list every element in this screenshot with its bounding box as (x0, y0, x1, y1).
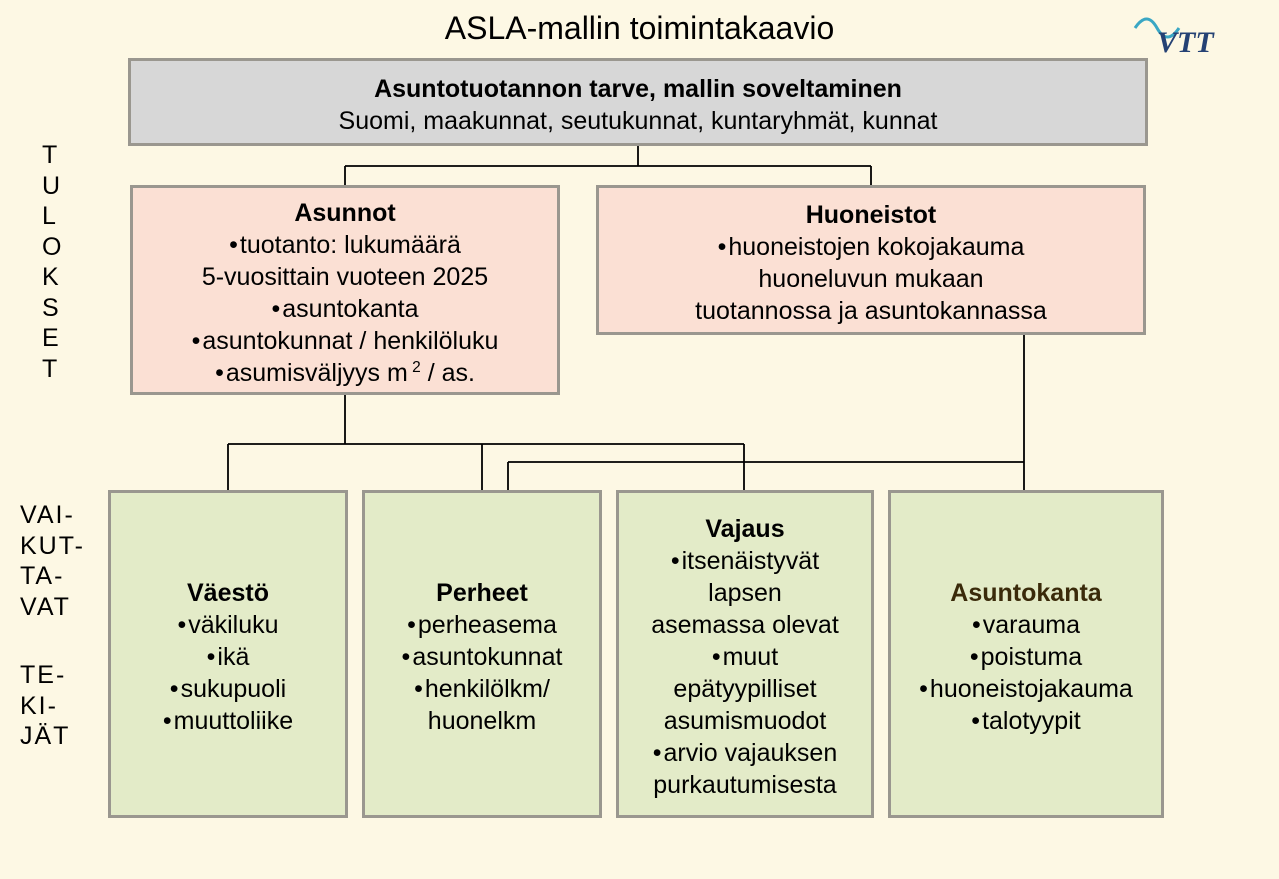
box-perheet-title: Perheet (379, 577, 585, 609)
box-huoneistot-line: tuotannossa ja asuntokannassa (613, 295, 1129, 327)
box-asunnot-line: asumisväljyys m 2 / as. (147, 357, 543, 389)
box-asuntokanta-line: talotyypit (905, 705, 1147, 737)
box-vaesto-line: väkiluku (125, 609, 331, 641)
box-vaesto-line: ikä (125, 641, 331, 673)
box-asunnot-title: Asunnot (147, 197, 543, 229)
box-perheet-line: henkilölkm/ (379, 673, 585, 705)
box-perheet-line: perheasema (379, 609, 585, 641)
box-perheet-line: asuntokunnat (379, 641, 585, 673)
box-vaesto: Väestöväkilukuikäsukupuolimuuttoliike (108, 490, 348, 818)
box-vaesto-line: muuttoliike (125, 705, 331, 737)
box-vajaus-title: Vajaus (633, 513, 857, 545)
box-top: Asuntotuotannon tarve, mallin soveltamin… (128, 58, 1148, 146)
label-tulokset: TULOKSET (42, 140, 63, 384)
box-asunnot-line: asuntokunnat / henkilöluku (147, 325, 543, 357)
box-asunnot-line: tuotanto: lukumäärä (147, 229, 543, 261)
box-asuntokanta-line: huoneistojakauma (905, 673, 1147, 705)
box-vajaus-line: itsenäistyvät (633, 545, 857, 577)
box-vaesto-line: sukupuoli (125, 673, 331, 705)
label-vaikuttavat: VAI-KUT-TA-VAT (20, 500, 85, 622)
box-asuntokanta-line: poistuma (905, 641, 1147, 673)
box-top-line: Suomi, maakunnat, seutukunnat, kuntaryhm… (145, 105, 1131, 137)
box-vajaus-line: asemassa olevat (633, 609, 857, 641)
box-asunnot-line: 5-vuosittain vuoteen 2025 (147, 261, 543, 293)
box-perheet-line: huonelkm (379, 705, 585, 737)
box-vajaus-line: arvio vajauksen (633, 737, 857, 769)
box-asuntokanta: Asuntokantavaraumapoistumahuoneistojakau… (888, 490, 1164, 818)
label-tekijat: TE-KI-JÄT (20, 660, 70, 752)
box-vajaus-line: purkautumisesta (633, 769, 857, 801)
box-asuntokanta-line: varauma (905, 609, 1147, 641)
box-huoneistot-line: huoneistojen kokojakauma (613, 231, 1129, 263)
box-vajaus-line: asumismuodot (633, 705, 857, 737)
page-title: ASLA-mallin toimintakaavio (0, 10, 1279, 47)
box-huoneistot: Huoneistothuoneistojen kokojakaumahuonel… (596, 185, 1146, 335)
box-vajaus-line: muut (633, 641, 857, 673)
box-vajaus-line: epätyypilliset (633, 673, 857, 705)
box-vaesto-title: Väestö (125, 577, 331, 609)
vtt-logo: VTT (1131, 12, 1251, 58)
box-asuntokanta-title: Asuntokanta (905, 577, 1147, 609)
box-huoneistot-title: Huoneistot (613, 199, 1129, 231)
box-perheet: Perheetperheasemaasuntokunnathenkilölkm/… (362, 490, 602, 818)
box-huoneistot-line: huoneluvun mukaan (613, 263, 1129, 295)
box-asunnot: Asunnottuotanto: lukumäärä5-vuosittain v… (130, 185, 560, 395)
box-vajaus-line: lapsen (633, 577, 857, 609)
vtt-logo-text: VTT (1157, 26, 1215, 58)
box-vajaus: Vajausitsenäistyvätlapsenasemassa olevat… (616, 490, 874, 818)
box-asunnot-line: asuntokanta (147, 293, 543, 325)
box-top-title: Asuntotuotannon tarve, mallin soveltamin… (145, 73, 1131, 105)
